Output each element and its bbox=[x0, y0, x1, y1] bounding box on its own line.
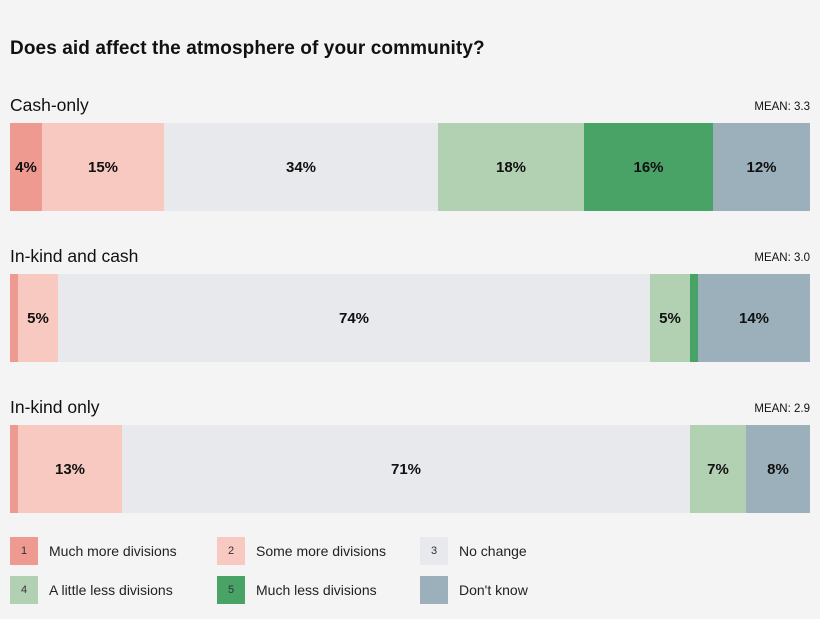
legend-swatch-number: 5 bbox=[227, 584, 235, 596]
legend-swatch: 4 bbox=[10, 576, 38, 604]
legend-swatch: 1 bbox=[10, 537, 38, 565]
legend-label: Much more divisions bbox=[49, 543, 177, 559]
bar-segment: 14% bbox=[698, 274, 810, 362]
data-label: 4% bbox=[15, 158, 37, 176]
mean-label: MEAN: 3.3 bbox=[754, 101, 810, 113]
stacked-bar: 13% 71% 7% 8% bbox=[10, 425, 810, 513]
mean-label: MEAN: 2.9 bbox=[754, 403, 810, 415]
bar-segment: 34% bbox=[164, 123, 438, 211]
category-label: Cash-only bbox=[10, 95, 89, 115]
bar-segment: 74% bbox=[58, 274, 650, 362]
data-label: 8% bbox=[767, 460, 789, 478]
legend-label: No change bbox=[459, 543, 527, 559]
data-label: 16% bbox=[633, 158, 664, 176]
legend-swatch: 5 bbox=[217, 576, 245, 604]
legend-label: A little less divisions bbox=[49, 582, 173, 598]
bar-segment bbox=[690, 274, 698, 362]
bar-segment bbox=[10, 274, 18, 362]
bar-segment: 13% bbox=[18, 425, 122, 513]
bar-segment: 5% bbox=[18, 274, 58, 362]
legend-label: Some more divisions bbox=[256, 543, 386, 559]
data-label: 15% bbox=[87, 158, 119, 176]
data-label: 74% bbox=[338, 309, 370, 327]
data-label: 13% bbox=[54, 460, 86, 478]
bar-segment: 8% bbox=[746, 425, 810, 513]
stacked-bar: 4% 15% 34% 18% 16% 12% bbox=[10, 123, 810, 211]
legend-label: Don't know bbox=[459, 582, 528, 598]
legend-swatch: 3 bbox=[420, 537, 448, 565]
legend-swatch-number: 1 bbox=[20, 545, 28, 557]
legend-label: Much less divisions bbox=[256, 582, 377, 598]
bar-segment: 71% bbox=[122, 425, 690, 513]
legend-swatch bbox=[420, 576, 448, 604]
bar-segment: 16% bbox=[584, 123, 713, 211]
bar-segment: 4% bbox=[10, 123, 42, 211]
bar-segment: 18% bbox=[438, 123, 584, 211]
data-label: 12% bbox=[746, 158, 777, 176]
data-label: 14% bbox=[738, 309, 770, 327]
mean-label: MEAN: 3.0 bbox=[754, 252, 810, 264]
bar-segment: 12% bbox=[713, 123, 810, 211]
category-label: In-kind and cash bbox=[10, 246, 139, 266]
data-label: 5% bbox=[659, 309, 681, 327]
bar-segment bbox=[10, 425, 18, 513]
bar-group: In-kind only MEAN: 2.9 13% 71% 7% 8% bbox=[10, 397, 810, 515]
bar-group: Cash-only MEAN: 3.3 4% 15% 34% 18% 16% 12% bbox=[10, 95, 810, 213]
bar-group: In-kind and cash MEAN: 3.0 5% 74% 5% 14% bbox=[10, 246, 810, 364]
legend-swatch-number: 3 bbox=[430, 545, 438, 557]
legend-swatch-number: 4 bbox=[20, 584, 28, 596]
chart-title: Does aid affect the atmosphere of your c… bbox=[10, 38, 485, 59]
stacked-bar: 5% 74% 5% 14% bbox=[10, 274, 810, 362]
bar-segment: 15% bbox=[42, 123, 164, 211]
legend-swatch-number: 2 bbox=[227, 545, 235, 557]
bar-segment: 5% bbox=[650, 274, 690, 362]
data-label: 34% bbox=[285, 158, 317, 176]
data-label: 5% bbox=[27, 309, 49, 327]
category-label: In-kind only bbox=[10, 397, 100, 417]
data-label: 7% bbox=[707, 460, 729, 478]
data-label: 18% bbox=[495, 158, 527, 176]
data-label: 71% bbox=[390, 460, 422, 478]
legend-swatch: 2 bbox=[217, 537, 245, 565]
bar-segment: 7% bbox=[690, 425, 746, 513]
